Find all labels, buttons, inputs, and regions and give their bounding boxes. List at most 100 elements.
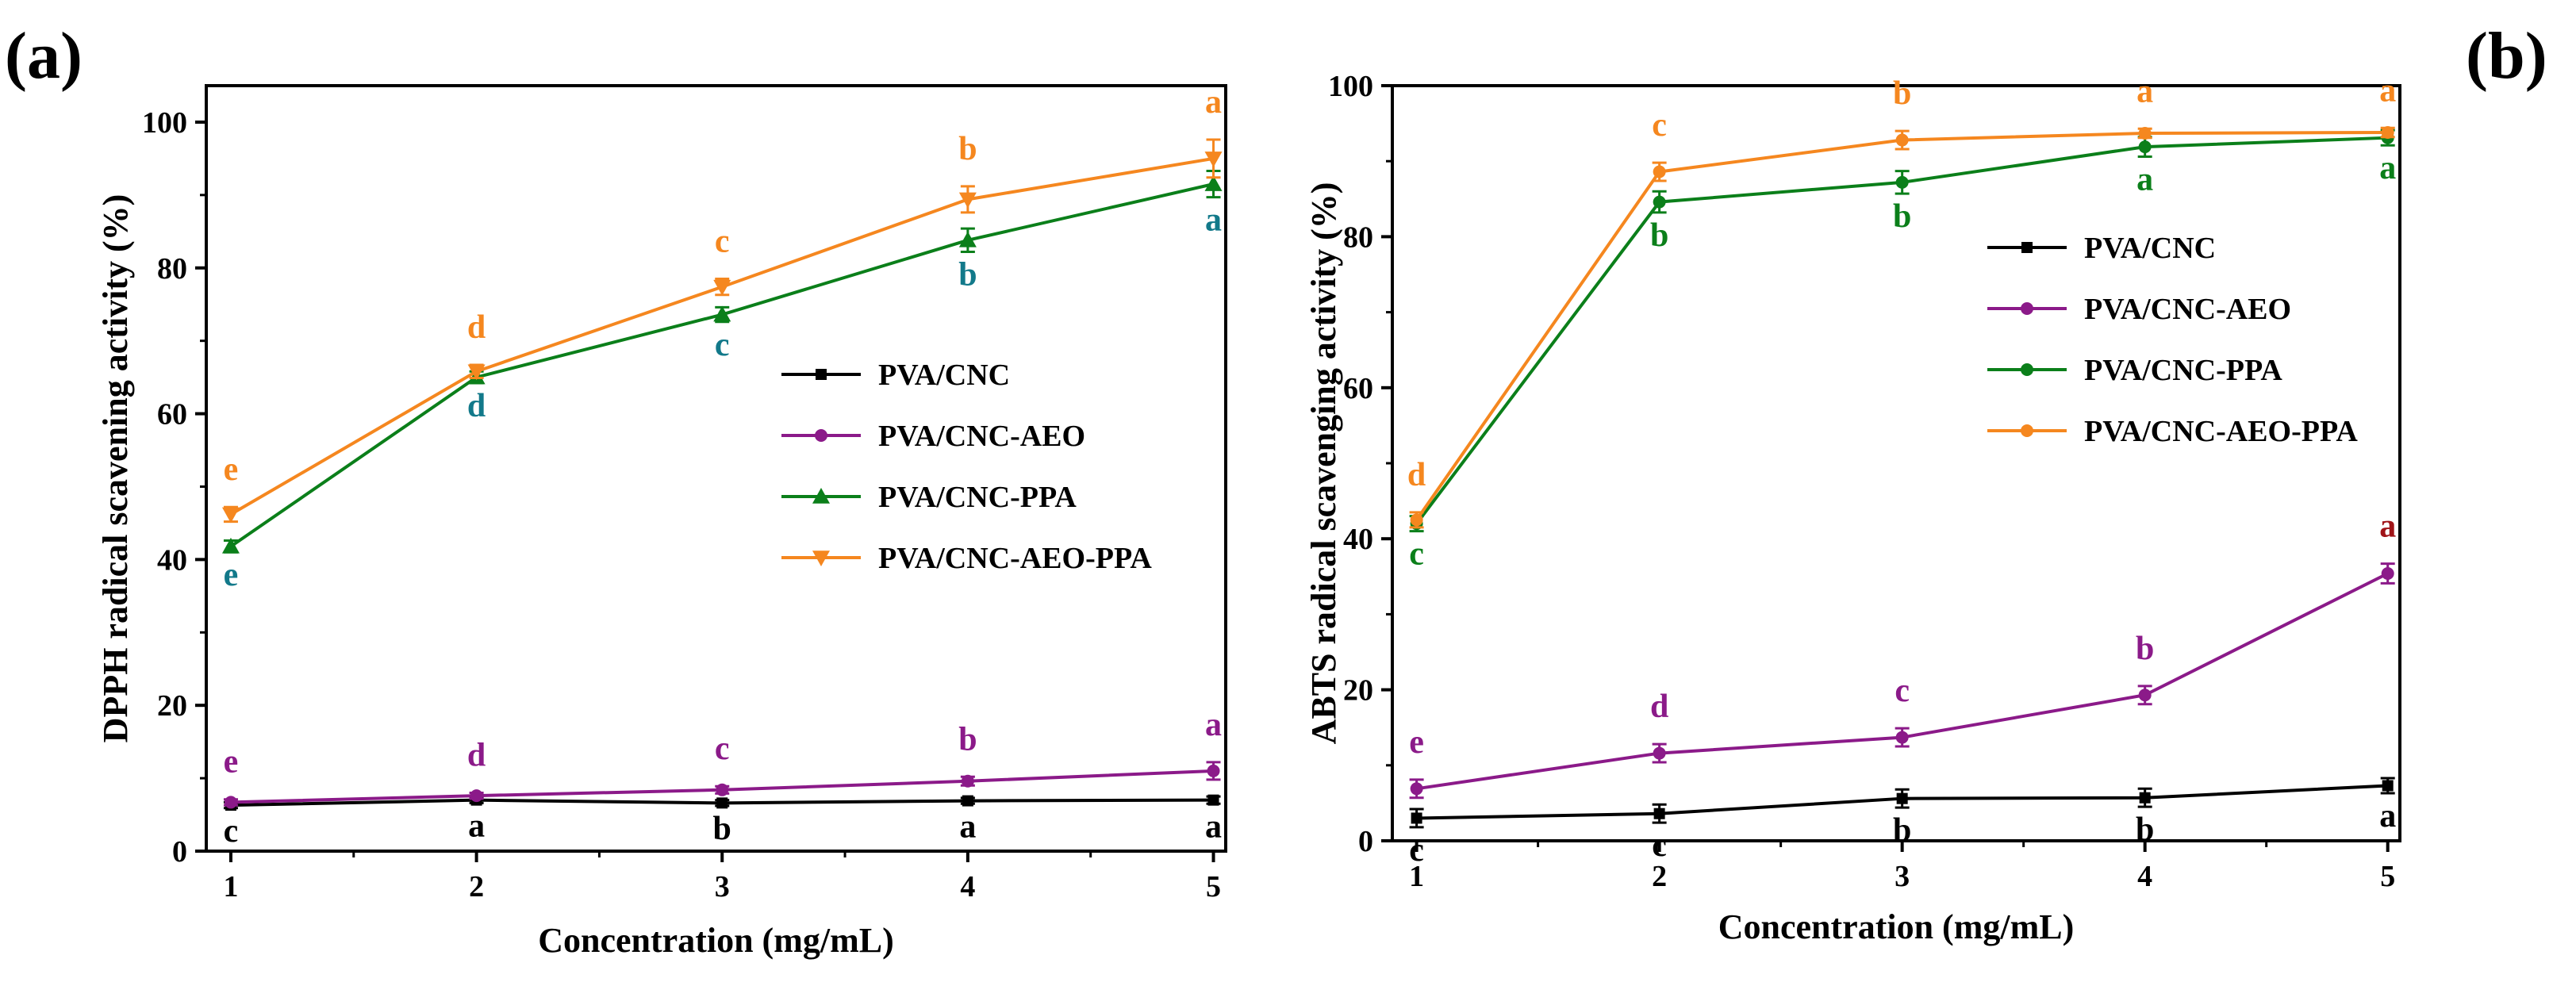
legend-label: PVA/CNC-AEO-PPA xyxy=(878,542,1152,575)
data-point xyxy=(1653,746,1666,760)
legend-label: PVA/CNC-PPA xyxy=(2084,354,2282,387)
panel-label: (b) xyxy=(2466,19,2547,93)
significance-letter: b xyxy=(2136,811,2154,848)
x-axis-title: Concentration (mg/mL) xyxy=(538,921,894,960)
significance-letter: e xyxy=(224,451,239,488)
significance-letter: a xyxy=(2379,508,2396,545)
y-tick-label: 0 xyxy=(1358,825,1373,858)
significance-letter: b xyxy=(1893,812,1911,849)
legend-marker xyxy=(815,429,827,442)
legend-label: PVA/CNC xyxy=(878,359,1010,392)
legend-label: PVA/CNC-AEO xyxy=(878,420,1085,453)
legend-marker xyxy=(2021,242,2033,253)
significance-letter: d xyxy=(467,737,486,773)
significance-letter: a xyxy=(1205,84,1222,121)
data-point xyxy=(1653,195,1666,209)
significance-letter: c xyxy=(1652,827,1667,864)
series-pva-cnc-aeo-ppa: d c b a a xyxy=(1407,72,2396,529)
data-point xyxy=(2138,689,2152,702)
series-pva-cnc-ppa: e d c b a xyxy=(221,170,1223,593)
significance-letter: a xyxy=(468,807,485,844)
x-tick-label: 4 xyxy=(960,870,975,903)
y-tick-label: 60 xyxy=(157,398,187,432)
x-tick-label: 4 xyxy=(2137,860,2152,893)
significance-letter: e xyxy=(1409,724,1424,761)
y-tick-label: 40 xyxy=(157,543,187,577)
data-point xyxy=(2138,140,2152,154)
data-point xyxy=(1895,731,1909,744)
y-tick-label: 100 xyxy=(1328,70,1373,103)
legend-marker xyxy=(812,550,830,566)
legend: PVA/CNC PVA/CNC-AEO PVA/CNC-PPA PVA/CNC-AEO… xyxy=(1987,232,2358,448)
panel-label: (a) xyxy=(5,19,83,93)
y-tick-label: 20 xyxy=(157,689,187,723)
data-point xyxy=(224,796,237,809)
plot-frame xyxy=(205,84,1227,853)
significance-letter: b xyxy=(958,721,977,758)
significance-letter: a xyxy=(959,808,976,845)
y-tick-label: 0 xyxy=(172,835,187,869)
x-tick-label: 1 xyxy=(223,870,238,903)
x-tick-label: 5 xyxy=(1206,870,1221,903)
significance-letter: c xyxy=(1409,832,1424,869)
series-line xyxy=(1415,136,2388,525)
data-point xyxy=(961,774,974,788)
x-tick-label: 5 xyxy=(2380,860,2395,893)
data-point xyxy=(2139,792,2151,804)
data-point xyxy=(1653,807,1665,819)
legend-label: PVA/CNC-AEO xyxy=(2084,293,2291,326)
y-axis-title: ABTS radical scavenging activity (%) xyxy=(1304,182,1343,745)
data-point xyxy=(962,795,973,807)
significance-letter: a xyxy=(2379,72,2396,109)
significance-letter: a xyxy=(1205,707,1222,743)
significance-letter: c xyxy=(1652,107,1667,144)
y-tick-label: 20 xyxy=(1343,674,1373,708)
x-tick-label: 3 xyxy=(1895,860,1910,893)
data-point xyxy=(1895,133,1909,147)
x-tick-label: 2 xyxy=(1652,860,1667,893)
legend-marker xyxy=(816,369,827,380)
legend-label: PVA/CNC-PPA xyxy=(878,481,1077,514)
series-pva-cnc-aeo: e d c b a xyxy=(224,707,1222,809)
data-point xyxy=(2382,780,2394,792)
data-point xyxy=(470,789,483,803)
y-axis-title: DPPH radical scavening activity (%) xyxy=(96,194,135,743)
significance-letter: b xyxy=(1893,198,1911,235)
data-point xyxy=(716,783,729,796)
x-tick-label: 1 xyxy=(1409,860,1424,893)
data-point xyxy=(713,305,731,322)
significance-letter: a xyxy=(1205,202,1222,239)
significance-letter: d xyxy=(467,309,486,346)
data-point xyxy=(2381,126,2394,140)
data-point xyxy=(221,507,240,524)
legend-marker xyxy=(2021,302,2033,315)
panel-b: (b) 0 20 40 60 80 100 1 2 3 4 5 Concentration (mg/mL… xyxy=(1304,19,2547,946)
significance-letter: e xyxy=(224,744,239,781)
data-point xyxy=(1204,175,1223,191)
legend-marker xyxy=(2021,363,2033,376)
significance-letter: c xyxy=(715,327,730,363)
significance-letter: a xyxy=(2136,73,2153,109)
significance-letter: a xyxy=(2136,161,2153,198)
significance-letter: b xyxy=(1893,75,1911,112)
x-tick-label: 3 xyxy=(715,870,730,903)
data-point xyxy=(2138,126,2152,140)
data-point xyxy=(1896,792,1908,804)
significance-letter: b xyxy=(1650,217,1668,254)
significance-letter: b xyxy=(713,811,731,847)
significance-letter: a xyxy=(1205,808,1222,845)
data-point xyxy=(1410,513,1423,527)
legend-label: PVA/CNC xyxy=(2084,232,2216,265)
data-point xyxy=(1207,794,1219,806)
data-point xyxy=(1411,812,1422,824)
significance-letter: a xyxy=(2379,798,2396,834)
significance-letter: c xyxy=(1409,536,1424,573)
data-point xyxy=(958,192,977,209)
data-point xyxy=(1207,764,1220,777)
y-tick-label: 40 xyxy=(1343,523,1373,556)
legend-marker xyxy=(2021,424,2033,437)
series-pva-cnc-aeo-ppa: e d c b a xyxy=(221,84,1223,524)
data-point xyxy=(1204,152,1223,167)
